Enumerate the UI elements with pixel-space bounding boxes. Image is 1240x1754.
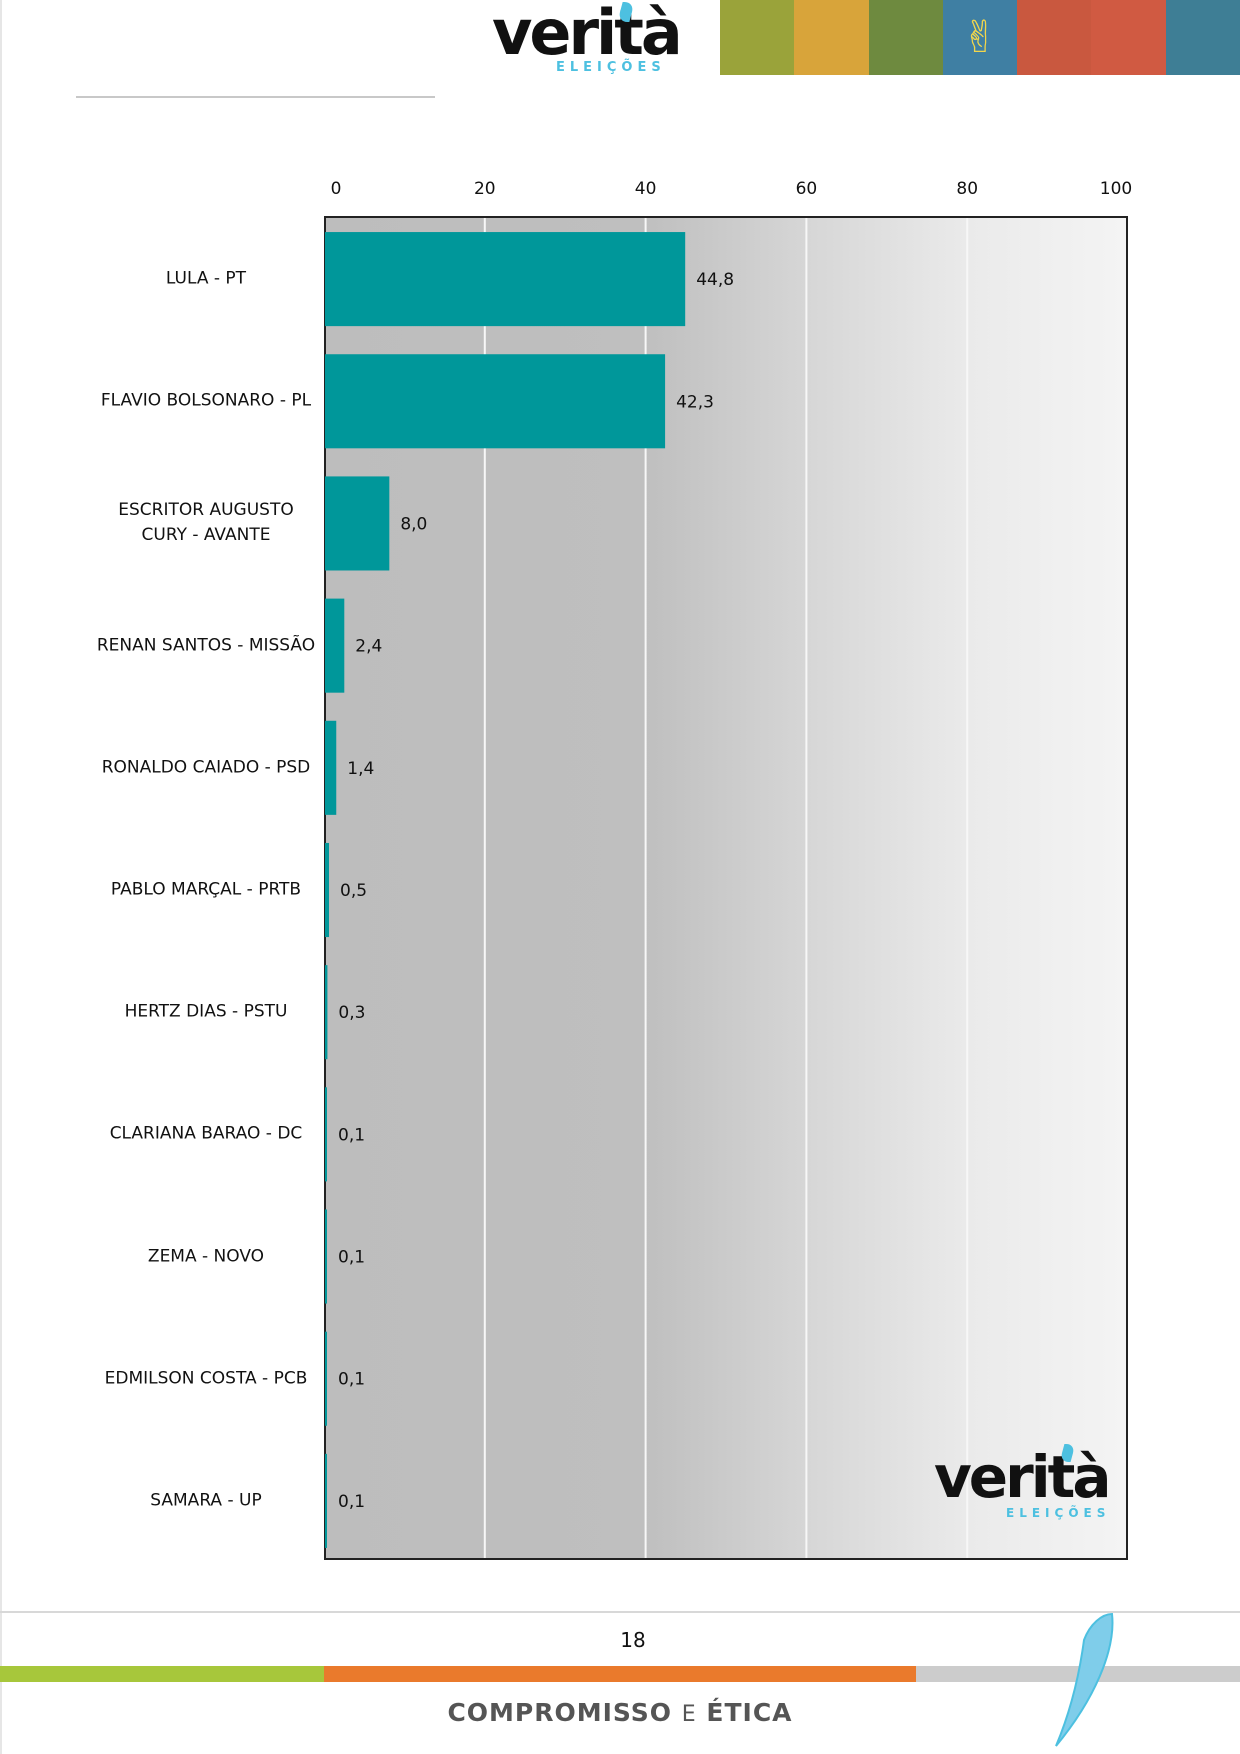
bar [325,1453,327,1548]
x-tick-label: 20 [474,179,496,199]
watermark-name: verità [934,1443,1111,1511]
footer-band-green [0,1666,324,1682]
bar [325,842,330,938]
x-tick-label: 80 [956,179,978,199]
data-label: 2,4 [355,637,382,657]
quill-icon [1055,1612,1114,1747]
x-tick-label: 60 [796,179,818,199]
category-label: EDMILSON COSTA - PCB [104,1368,308,1389]
photo-tile [794,0,869,75]
page-edge [0,0,2,1754]
x-tick-label: 40 [635,179,657,199]
motto-word-2: ÉTICA [706,1698,793,1727]
bar [325,354,666,449]
category-label: PABLO MARÇAL - PRTB [110,879,302,900]
page-number: 18 [620,1628,646,1652]
motto-conjunction: E [681,1702,697,1727]
category-label: HERTZ DIAS - PSTU [124,1001,288,1022]
data-label: 8,0 [400,514,427,534]
data-label: 0,1 [338,1492,365,1512]
footer-rule [0,1611,1240,1613]
brand-name: verità [492,0,683,69]
data-label: 44,8 [696,270,734,290]
category-label: CLARIANA BARAO - DC [109,1123,303,1144]
category-label: LULA - PT [165,268,247,289]
bar [325,232,686,327]
photo-tile [1091,0,1166,75]
bar [325,720,337,815]
photo-tile [1165,0,1240,75]
x-tick-label: 100 [1100,179,1132,199]
category-label: RONALDO CAIADO - PSD [101,757,311,778]
category-label: ZEMA - NOVO [147,1246,265,1267]
bar [325,476,390,571]
motto-word-1: COMPROMISSO [447,1698,673,1727]
photo-tile [1017,0,1092,75]
watermark-subtitle: ELEIÇÕES [1006,1506,1111,1520]
bar [325,965,328,1060]
data-label: 42,3 [676,392,714,412]
data-label: 0,1 [338,1370,365,1390]
data-label: 0,3 [338,1003,365,1023]
brand-logo: verità ELEIÇÕES [492,2,683,78]
category-label: FLAVIO BOLSONARO - PL [100,390,312,411]
category-label: ESCRITOR AUGUSTO CURY - AVANTE [118,500,294,546]
data-label: 0,1 [338,1125,365,1145]
data-label: 1,4 [347,759,374,779]
peace-sign-icon: ✌ [942,0,1018,75]
data-label: 0,5 [340,881,367,901]
category-label: SAMARA - UP [150,1490,262,1511]
x-tick-label: 0 [331,179,342,199]
header-photo-strip: ✌ [720,0,1240,75]
bar [325,1331,327,1426]
header-rule [76,96,435,98]
bar [325,1087,327,1182]
bar [325,1209,327,1304]
photo-tile [720,0,795,75]
category-label: RENAN SANTOS - MISSÃO [96,635,316,656]
data-label: 0,1 [338,1248,365,1268]
footer-band-orange [324,1666,916,1682]
brand-subtitle: ELEIÇÕES [556,60,666,75]
watermark-logo: verità ELEIÇÕES [934,1443,1114,1538]
photo-tile [868,0,943,75]
bar [325,598,345,693]
footer-motto: COMPROMISSO E ÉTICA [400,1698,840,1727]
